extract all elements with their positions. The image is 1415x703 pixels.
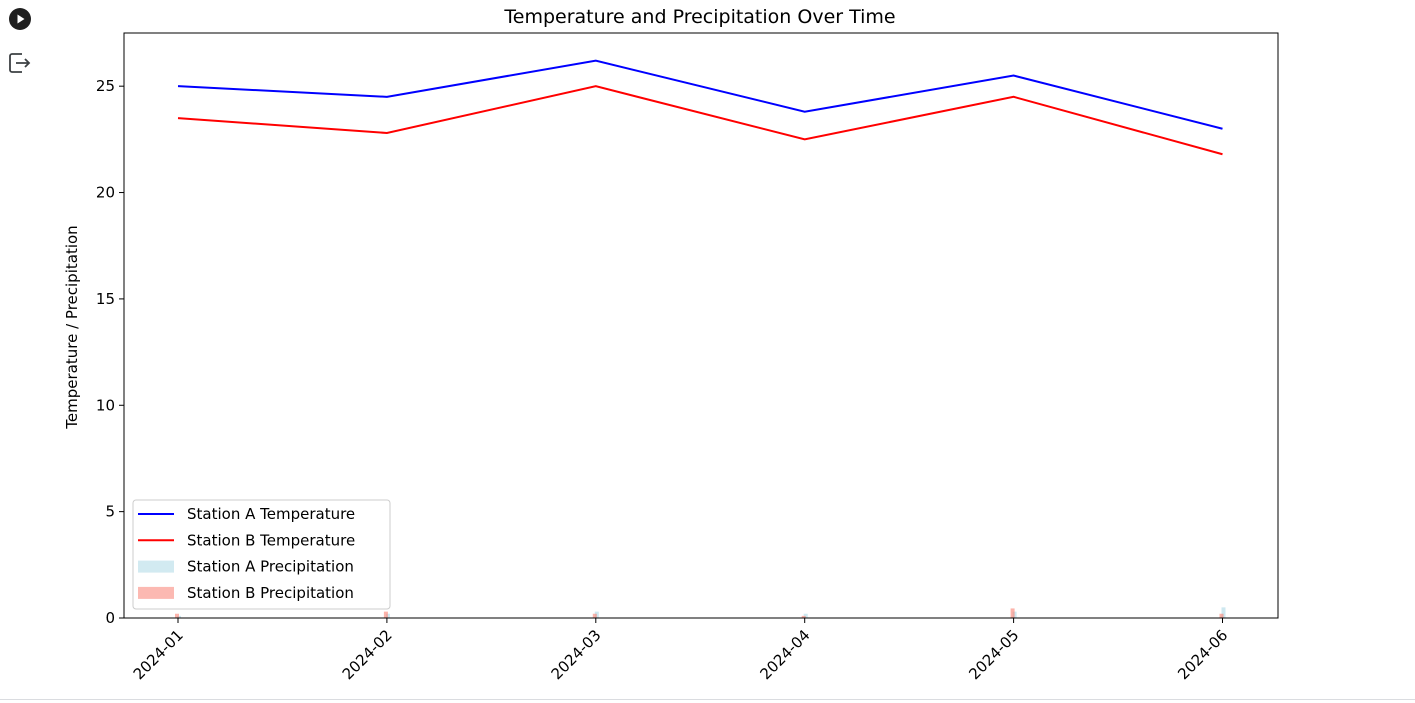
legend-label: Station B Temperature	[187, 531, 355, 549]
cell-gutter	[0, 0, 44, 703]
precip-bar	[1221, 607, 1226, 618]
precip-bar	[801, 615, 806, 618]
x-tick-label: 2024-03	[548, 626, 605, 683]
x-tick-label: 2024-01	[130, 626, 187, 683]
x-axis-ticks: 2024-01 2024-02 2024-03 2024-04 2024-05 2024-…	[130, 618, 1231, 683]
plot-frame	[123, 32, 1279, 619]
precip-bar	[383, 611, 388, 618]
y-axis-label: Temperature / Precipitation	[63, 225, 81, 429]
output-redirect-icon[interactable]	[8, 51, 34, 75]
y-tick-label: 10	[96, 396, 115, 414]
precip-bar	[1219, 613, 1224, 618]
legend-patch-swatch	[138, 586, 174, 599]
x-tick-label: 2024-05	[965, 626, 1022, 683]
legend-label: Station B Precipitation	[187, 584, 354, 602]
x-tick-label: 2024-04	[756, 626, 813, 683]
precip-bar	[175, 613, 179, 618]
legend-patch-swatch	[138, 560, 174, 573]
y-tick-label: 5	[105, 503, 115, 521]
x-tick-label: 2024-02	[339, 626, 396, 683]
precipitation-bars	[175, 607, 1226, 618]
precip-bar	[1010, 608, 1015, 618]
y-tick-label: 15	[96, 290, 115, 308]
cell-divider	[0, 699, 1415, 700]
y-axis-ticks: 0 5 10 15 20 25	[96, 77, 124, 627]
y-tick-label: 0	[105, 609, 115, 627]
chart-legend: Station A Temperature Station B Temperatu…	[132, 499, 391, 610]
legend-label: Station A Precipitation	[187, 558, 354, 576]
x-tick-label: 2024-06	[1174, 626, 1231, 683]
series-line	[177, 85, 1223, 156]
run-cell-button[interactable]	[8, 7, 32, 31]
legend-label: Station A Temperature	[187, 505, 355, 523]
series-line	[177, 59, 1223, 130]
precip-bar	[592, 613, 597, 618]
legend-box	[132, 499, 391, 610]
y-tick-label: 25	[96, 77, 115, 95]
chart-title: Temperature and Precipitation Over Time	[503, 6, 895, 28]
temperature-lines	[177, 59, 1223, 156]
y-tick-label: 20	[96, 184, 115, 202]
